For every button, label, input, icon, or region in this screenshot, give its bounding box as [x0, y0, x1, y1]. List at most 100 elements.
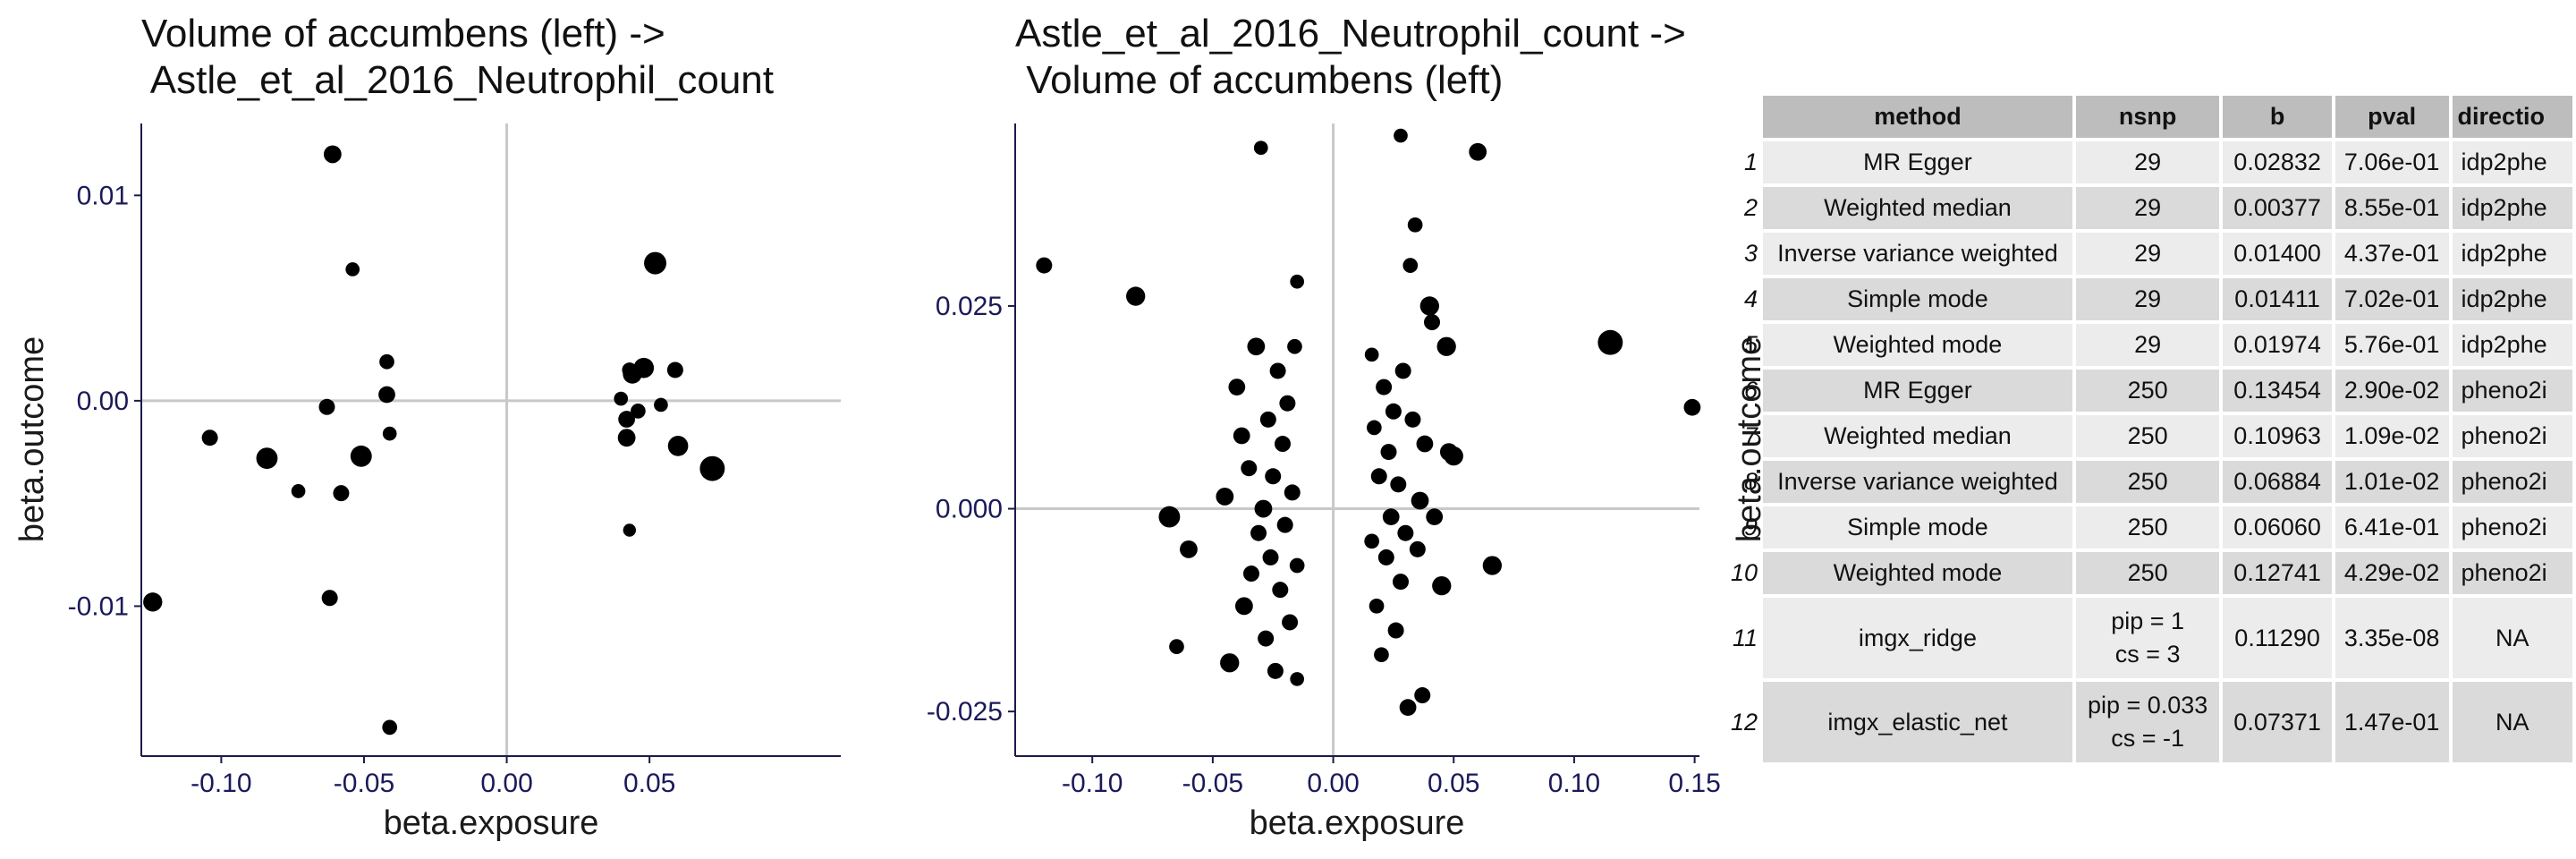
- row-number: 11: [1733, 624, 1758, 651]
- table-row: 3 Inverse variance weighted 29 0.01400 4.37e…: [1725, 233, 2572, 275]
- row-number: 6: [1744, 377, 1758, 404]
- data-point: [1169, 639, 1184, 654]
- data-point: [333, 485, 350, 502]
- data-point: [1482, 556, 1503, 575]
- cell-pval: 7.02e-01: [2334, 278, 2449, 320]
- cell-pval: 1.01e-02: [2334, 461, 2449, 503]
- data-point: [1424, 314, 1441, 331]
- y-tick-label: 0.01: [77, 181, 129, 210]
- cell-method: Simple mode: [1763, 506, 2072, 549]
- data-point: [1377, 549, 1394, 566]
- data-point: [1404, 411, 1421, 428]
- cell-method: Inverse variance weighted: [1763, 461, 2072, 503]
- data-point: [1253, 140, 1268, 156]
- x-tick-label: 0.05: [1428, 769, 1479, 798]
- row-number: 5: [1744, 331, 1758, 358]
- table-row: 6 MR Egger 250 0.13454 2.90e-02 pheno2i: [1725, 370, 2572, 412]
- data-point: [1397, 524, 1414, 541]
- row-number: 12: [1731, 708, 1758, 736]
- data-point: [1385, 403, 1402, 420]
- table-row: 7 Weighted median 250 0.10963 1.09e-02 pheno2…: [1725, 415, 2572, 457]
- cell-b: 0.11290: [2223, 598, 2332, 678]
- column-header-b: b: [2223, 96, 2332, 138]
- table-row: 8 Inverse variance weighted 250 0.06884 1.01…: [1725, 461, 2572, 503]
- cell-direction: pheno2i: [2452, 552, 2572, 594]
- table-row: 11 imgx_ridge pip = 1 cs = 3 0.11290 3.35e-08…: [1725, 598, 2572, 678]
- cell-pval: 7.06e-01: [2334, 141, 2449, 183]
- row-number-header: [1725, 96, 1759, 138]
- y-axis-label: beta.outcome: [13, 336, 51, 542]
- data-point: [1036, 257, 1053, 274]
- data-point: [1392, 574, 1409, 591]
- data-point: [1228, 378, 1246, 395]
- data-point: [618, 411, 635, 428]
- data-point: [1289, 557, 1305, 574]
- cell-nsnp-line2: cs = 3: [2114, 641, 2181, 668]
- cell-direction: pheno2i: [2452, 506, 2572, 549]
- cell-direction: NA: [2452, 598, 2572, 678]
- data-point: [318, 398, 335, 415]
- data-point: [323, 145, 342, 164]
- y-tick-label: -0.01: [68, 591, 129, 621]
- data-point: [631, 404, 646, 419]
- cell-direction: idp2phe: [2452, 324, 2572, 366]
- cell-direction: idp2phe: [2452, 187, 2572, 229]
- data-point: [1284, 484, 1301, 501]
- cell-method: Weighted mode: [1763, 552, 2072, 594]
- data-point: [1241, 460, 1258, 477]
- data-point: [382, 426, 397, 441]
- data-point: [1279, 395, 1296, 412]
- cell-pval: 1.09e-02: [2334, 415, 2449, 457]
- cell-nsnp: 250: [2075, 370, 2220, 412]
- row-number: 1: [1744, 149, 1758, 175]
- data-point: [666, 361, 683, 378]
- cell-b: 0.07371: [2223, 682, 2332, 762]
- data-point: [1267, 662, 1284, 679]
- data-point: [1274, 436, 1291, 453]
- cell-pval: 5.76e-01: [2334, 324, 2449, 366]
- cell-nsnp: pip = 0.033 cs = -1: [2075, 682, 2220, 762]
- data-point: [1262, 549, 1279, 566]
- data-point: [321, 590, 338, 607]
- chart-title-line2: Astle_et_al_2016_Neutrophil_count: [141, 58, 774, 102]
- data-point: [1444, 446, 1463, 466]
- data-point: [633, 357, 655, 378]
- cell-b: 0.00377: [2223, 187, 2332, 229]
- cell-method: MR Egger: [1763, 141, 2072, 183]
- data-point: [1469, 142, 1487, 161]
- data-point: [1597, 329, 1623, 355]
- cell-direction: pheno2i: [2452, 415, 2572, 457]
- data-point: [382, 719, 398, 736]
- table-row: 5 Weighted mode 29 0.01974 5.76e-01 idp2phe: [1725, 324, 2572, 366]
- data-point: [1126, 286, 1146, 306]
- data-point: [623, 523, 636, 537]
- y-tick-label: 0.00: [77, 387, 129, 416]
- data-point: [1414, 687, 1431, 704]
- x-axis-label: beta.exposure: [384, 804, 599, 842]
- data-point: [1265, 468, 1282, 485]
- x-tick-label: 0.05: [623, 769, 675, 798]
- data-point: [1290, 274, 1304, 289]
- data-point: [1158, 506, 1181, 528]
- row-number: 8: [1744, 468, 1758, 495]
- data-point: [1258, 630, 1275, 647]
- cell-nsnp: 250: [2075, 415, 2220, 457]
- column-header-method: method: [1763, 96, 2072, 138]
- data-point: [1416, 435, 1434, 453]
- data-point: [143, 592, 163, 612]
- data-point: [1390, 476, 1407, 493]
- cell-nsnp-line1: pip = 0.033: [2087, 692, 2208, 719]
- data-point: [1436, 336, 1456, 356]
- x-tick-label: 0.00: [1307, 769, 1359, 798]
- cell-nsnp-line2: cs = -1: [2111, 725, 2185, 752]
- data-point: [614, 391, 629, 406]
- cell-b: 0.01974: [2223, 324, 2332, 366]
- cell-method: Simple mode: [1763, 278, 2072, 320]
- data-point: [1374, 647, 1389, 663]
- table-row: 1 MR Egger 29 0.02832 7.06e-01 idp2phe: [1725, 141, 2572, 183]
- cell-nsnp: 29: [2075, 141, 2220, 183]
- table-row: 4 Simple mode 29 0.01411 7.02e-01 idp2phe: [1725, 278, 2572, 320]
- data-point: [1367, 420, 1382, 436]
- cell-pval: 6.41e-01: [2334, 506, 2449, 549]
- table-row: 10 Weighted mode 250 0.12741 4.29e-02 pheno2i: [1725, 552, 2572, 594]
